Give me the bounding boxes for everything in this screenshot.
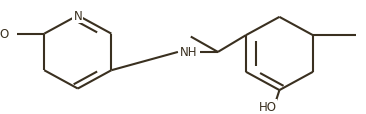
Text: NH: NH: [180, 46, 198, 59]
Text: N: N: [74, 10, 82, 23]
Text: O: O: [0, 28, 8, 41]
Text: HO: HO: [259, 100, 277, 113]
